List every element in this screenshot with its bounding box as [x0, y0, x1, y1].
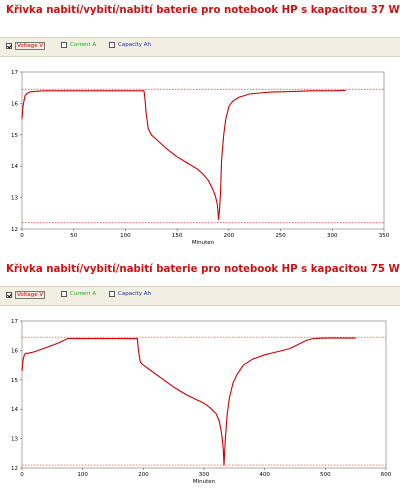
x-tick-label: 300	[327, 233, 338, 239]
series-toolbar-2: Voltage V Current A Capacity Ah	[0, 286, 400, 306]
x-tick-label: 100	[120, 233, 131, 239]
x-tick-label: 0	[20, 472, 24, 478]
y-tick-label: 14	[11, 164, 18, 170]
voltage-label-1: Voltage V	[15, 42, 46, 50]
voltage-series-line	[21, 337, 356, 466]
x-tick-label: 600	[381, 472, 392, 478]
x-tick-label: 300	[199, 472, 210, 478]
x-axis-label: Minuten	[192, 240, 215, 246]
voltage-checkbox-1[interactable]: Voltage V	[6, 42, 46, 50]
voltage-checkbox-2[interactable]: Voltage V	[6, 291, 46, 299]
capacity-label-1: Capacity Ah	[118, 42, 152, 48]
checkbox-checked-icon[interactable]	[6, 292, 12, 298]
checkbox-unchecked-icon[interactable]	[61, 42, 67, 48]
checkbox-unchecked-icon[interactable]	[109, 42, 115, 48]
voltage-chart-1: 12 13 14 15 16 17 0 50 100 150 200 250 300 350 Minuten	[11, 70, 390, 246]
voltage-label-2: Voltage V	[15, 291, 46, 299]
capacity-checkbox-2[interactable]: Capacity Ah	[109, 291, 151, 297]
x-tick-label: 150	[172, 233, 183, 239]
voltage-series-line	[21, 89, 346, 221]
plot-area	[21, 71, 385, 230]
y-tick-label: 12	[11, 227, 18, 233]
x-tick-label: 200	[138, 472, 149, 478]
voltage-chart-2: 12 13 14 15 16 17 0 100 200 300 400 500 600 Minuten	[11, 319, 392, 485]
y-tick-label: 14	[11, 407, 18, 413]
x-tick-label: 200	[224, 233, 235, 239]
current-checkbox-1[interactable]: Current A	[61, 42, 96, 48]
plot-area	[21, 320, 387, 469]
series-toolbar-1: Voltage V Current A Capacity Ah	[0, 37, 400, 57]
x-axis-label: Minuten	[193, 479, 216, 485]
y-tick-label: 13	[11, 437, 18, 443]
chart-title-2: Křivka nabití/vybití/nabití baterie pro …	[6, 264, 400, 275]
y-tick-label: 15	[11, 378, 18, 384]
checkbox-unchecked-icon[interactable]	[61, 291, 67, 297]
y-tick-label: 12	[11, 466, 18, 472]
y-tick-label: 13	[11, 196, 18, 202]
y-tick-label: 15	[11, 133, 18, 139]
capacity-label-2: Capacity Ah	[118, 291, 152, 297]
checkbox-unchecked-icon[interactable]	[109, 291, 115, 297]
current-checkbox-2[interactable]: Current A	[61, 291, 96, 297]
y-tick-label: 17	[11, 319, 18, 325]
capacity-checkbox-1[interactable]: Capacity Ah	[109, 42, 151, 48]
current-label-2: Current A	[70, 291, 97, 297]
chart-title-1: Křivka nabití/vybití/nabití baterie pro …	[6, 5, 400, 16]
x-tick-label: 50	[70, 233, 77, 239]
y-tick-label: 16	[11, 348, 18, 354]
y-tick-label: 16	[11, 101, 18, 107]
x-tick-label: 350	[379, 233, 390, 239]
y-tick-label: 17	[11, 70, 18, 76]
x-tick-label: 500	[320, 472, 331, 478]
x-tick-label: 100	[77, 472, 88, 478]
x-tick-label: 0	[20, 233, 24, 239]
x-tick-label: 250	[275, 233, 286, 239]
current-label-1: Current A	[70, 42, 97, 48]
checkbox-checked-icon[interactable]	[6, 43, 12, 49]
x-tick-label: 400	[259, 472, 270, 478]
